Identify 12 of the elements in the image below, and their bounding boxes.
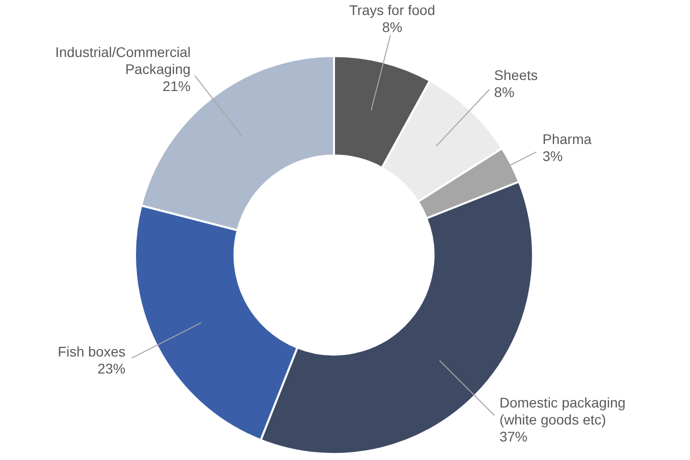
slice-label: Pharma — [542, 131, 592, 148]
slice-label: Fish boxes — [58, 344, 126, 360]
slice-label: Domestic packaging (white goods etc) — [499, 394, 626, 428]
slice-label: Industrial/Commercial Packaging — [55, 44, 191, 77]
data-label: 8% — [494, 84, 514, 100]
data-label: 3% — [542, 148, 563, 164]
data-label: 37% — [499, 428, 528, 444]
slice-label: Trays for food — [349, 2, 436, 18]
data-label: 23% — [97, 360, 126, 377]
slice-label: Sheets — [494, 66, 538, 83]
data-label: 8% — [382, 19, 402, 36]
data-label: 21% — [162, 78, 191, 94]
